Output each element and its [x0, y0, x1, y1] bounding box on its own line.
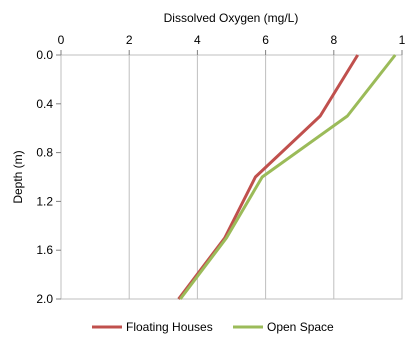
y-axis-title: Depth (m) — [11, 150, 25, 203]
x-tick-label: 1 — [399, 33, 406, 47]
series-lines — [177, 54, 397, 300]
x-tick-label: 2 — [126, 33, 133, 47]
x-tick-label: 4 — [194, 33, 201, 47]
x-axis-title: Dissolved Oxygen (mg/L) — [164, 11, 299, 25]
plot-area — [60, 54, 403, 300]
x-tick-labels: 0 2 4 6 8 1 — [58, 33, 406, 55]
legend-label-open-space: Open Space — [267, 320, 334, 334]
y-tick-label: 1.6 — [36, 243, 53, 257]
y-tick-labels: 0.0 0.4 0.8 1.2 1.6 2.0 — [36, 48, 61, 306]
x-tick-label: 8 — [330, 33, 337, 47]
legend: Floating Houses Open Space — [92, 320, 334, 334]
legend-label-floating-houses: Floating Houses — [126, 320, 213, 334]
y-tick-label: 2.0 — [36, 292, 53, 306]
y-tick-label: 1.2 — [36, 194, 53, 208]
y-tick-label: 0.0 — [36, 48, 53, 62]
y-tick-label: 0.4 — [36, 97, 53, 111]
series-line-open-space — [179, 54, 397, 300]
x-tick-label: 0 — [58, 33, 65, 47]
y-tick-label: 0.8 — [36, 146, 53, 160]
x-tick-label: 6 — [262, 33, 269, 47]
